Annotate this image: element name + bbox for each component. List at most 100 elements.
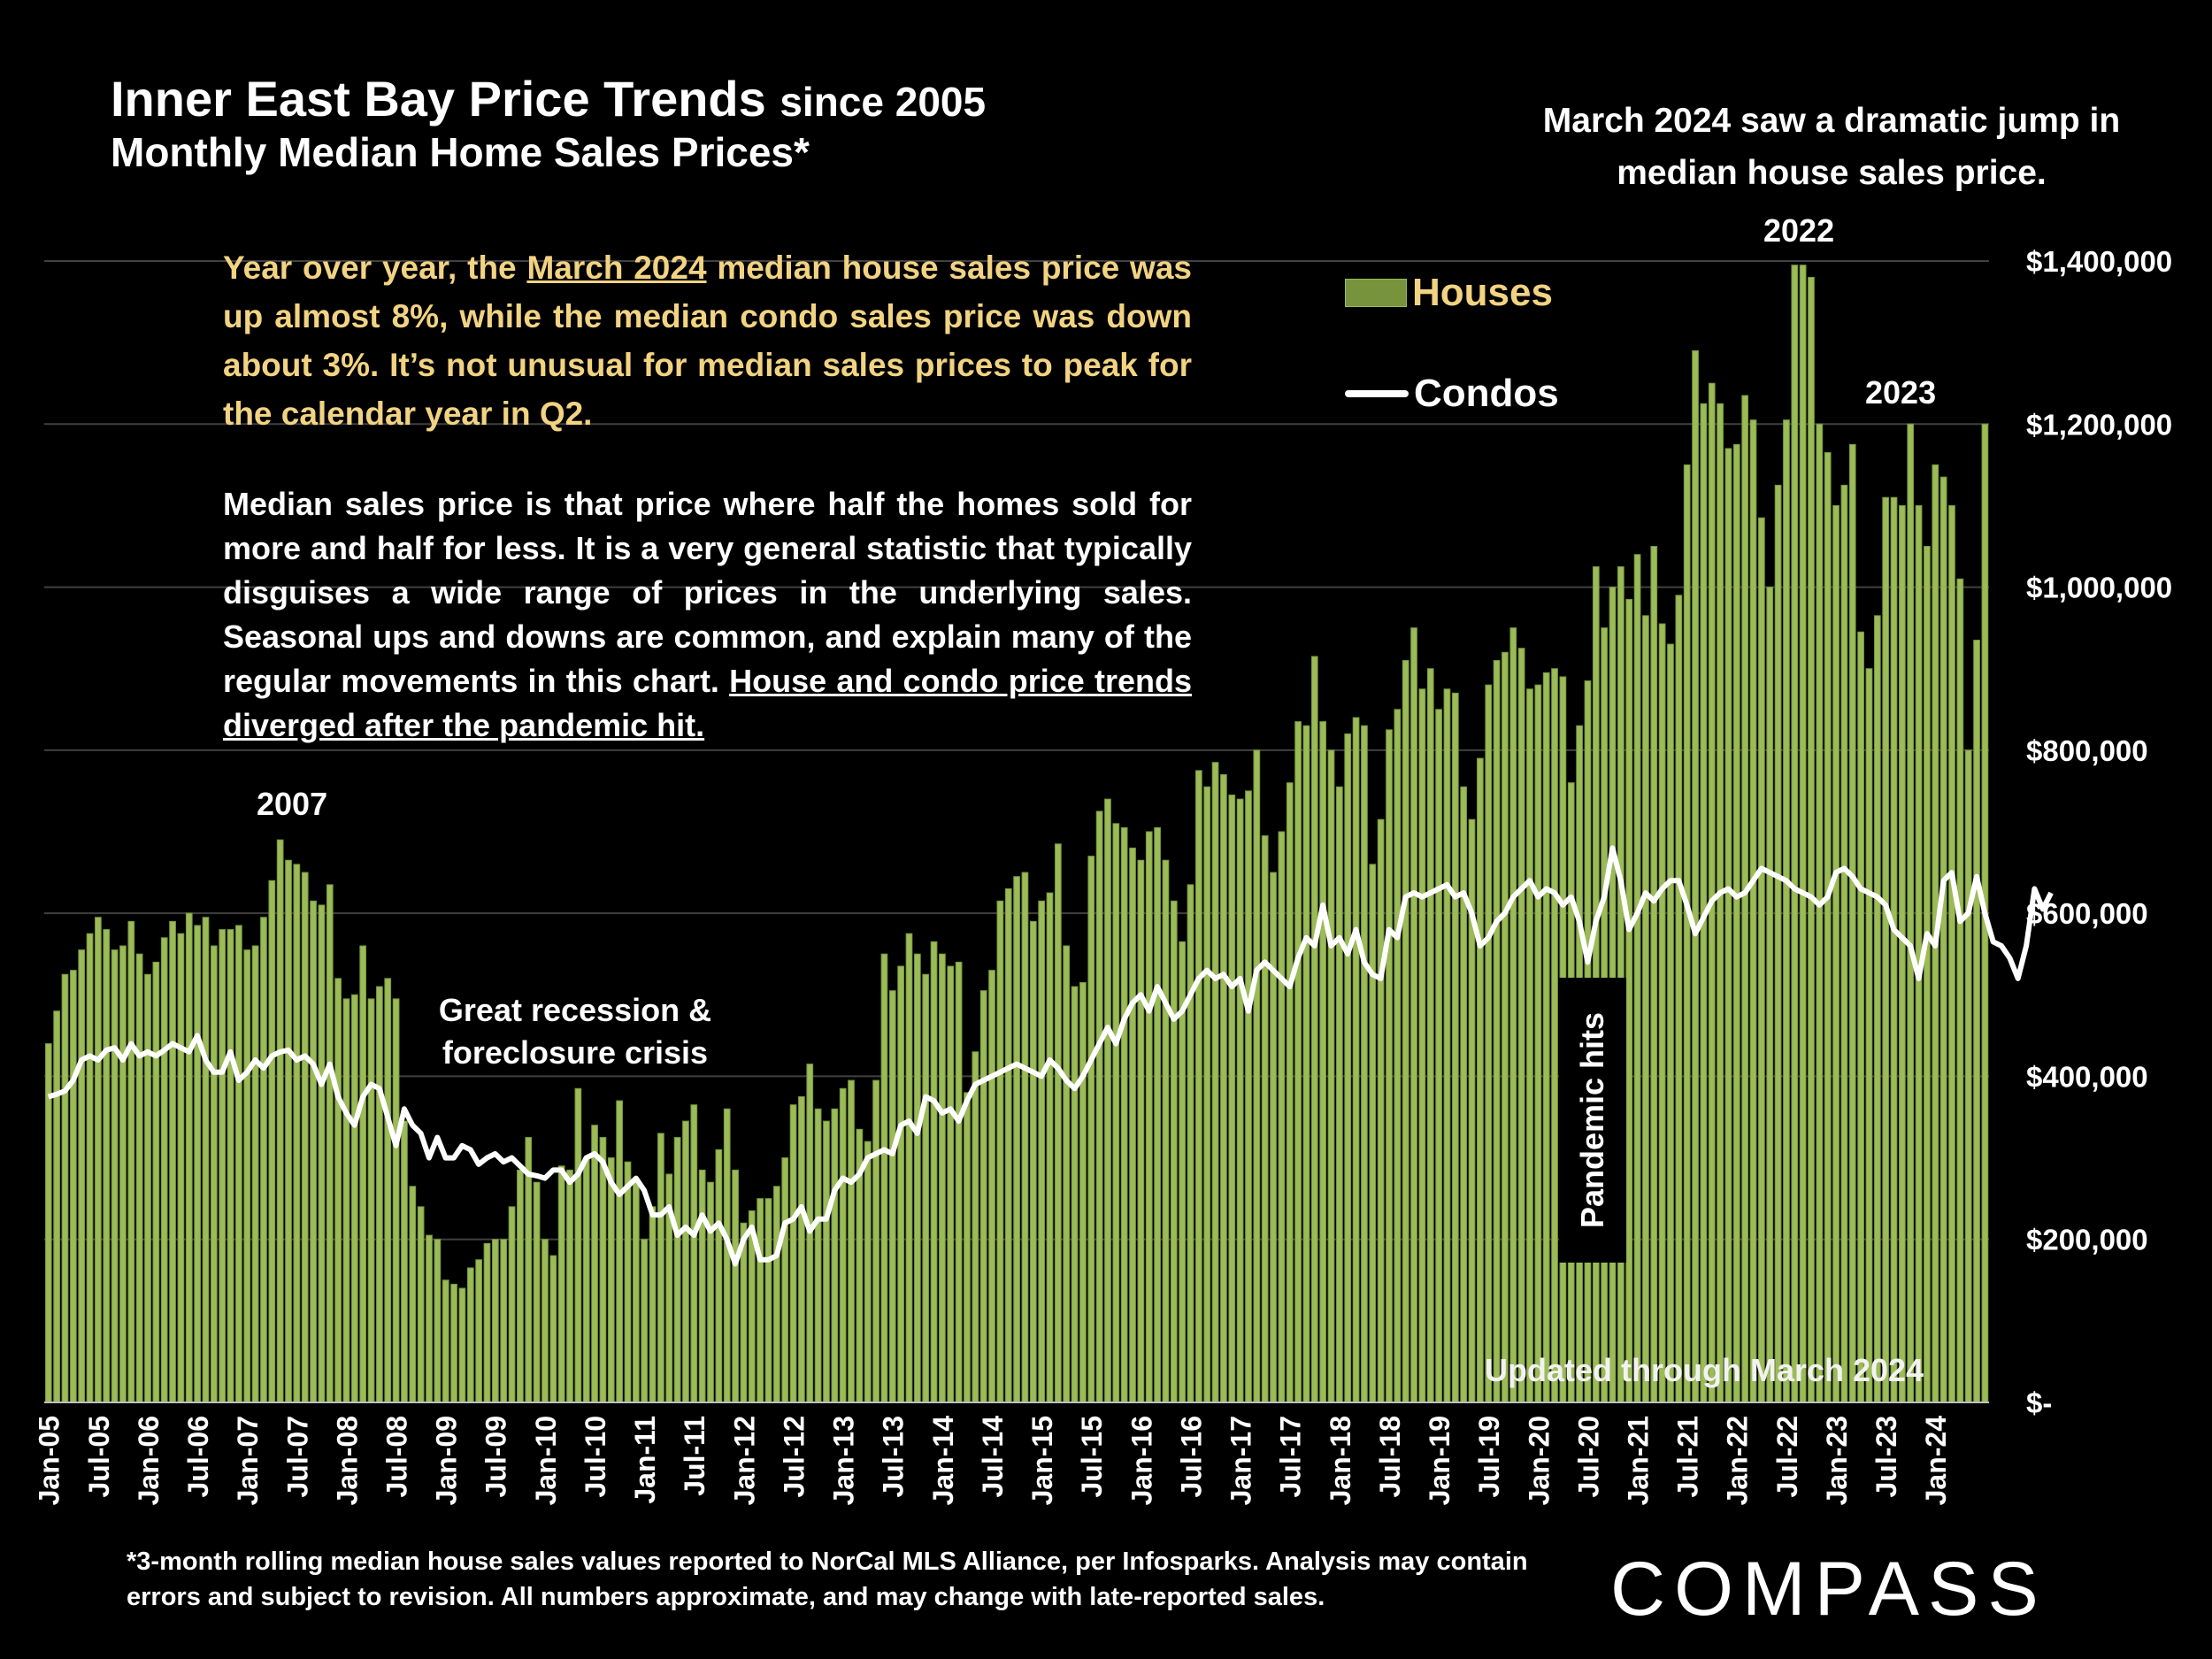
x-tick-label: Jan-23 [1821, 1416, 1853, 1505]
houses-bar [1120, 826, 1128, 1403]
houses-bar [897, 965, 905, 1403]
x-tick-label: Jan-13 [828, 1416, 860, 1505]
x-tick-label: Jan-20 [1523, 1416, 1555, 1505]
summary-link: March 2024 [526, 250, 707, 286]
houses-bar [1824, 452, 1832, 1403]
houses-bar [1054, 843, 1062, 1403]
y-tick-label: $200,000 [2026, 1224, 2148, 1256]
houses-bar [202, 917, 210, 1403]
houses-bar [392, 998, 400, 1403]
y-tick-label: $1,200,000 [2026, 408, 2172, 441]
houses-bar [384, 978, 392, 1403]
houses-bar [1294, 721, 1302, 1403]
houses-bar [823, 1120, 830, 1403]
houses-bar [880, 953, 888, 1403]
houses-bar [690, 1104, 698, 1403]
x-tick-label: Jan-12 [728, 1416, 760, 1505]
houses-bar [1873, 615, 1881, 1403]
houses-bar [268, 879, 276, 1403]
houses-bar [1203, 786, 1211, 1403]
houses-bar [1253, 749, 1261, 1403]
houses-bar [61, 973, 69, 1403]
houses-bar [334, 978, 342, 1403]
houses-bar [1220, 774, 1227, 1403]
houses-bar [772, 1186, 780, 1403]
houses-bar [715, 1148, 723, 1403]
houses-bar [1443, 688, 1451, 1403]
houses-bar [1542, 672, 1550, 1403]
houses-bar [144, 973, 151, 1403]
houses-bar [119, 945, 127, 1403]
updated-note: Updated through March 2024 [1485, 1352, 1924, 1388]
houses-bar [533, 1181, 541, 1403]
houses-bar [310, 900, 317, 1403]
houses-bar [127, 920, 135, 1403]
houses-bar [1162, 859, 1170, 1403]
houses-bar [1336, 786, 1343, 1403]
houses-bar [210, 945, 218, 1403]
explanation-underlined: House and condo price trends diverged af… [223, 663, 1192, 743]
houses-bar [1004, 888, 1012, 1403]
houses-bar [185, 912, 193, 1403]
x-tick-label: Jan-19 [1424, 1416, 1455, 1505]
houses-bar [789, 1104, 797, 1403]
houses-bar [1692, 349, 1699, 1403]
houses-bar [864, 1141, 872, 1403]
houses-bar [781, 1157, 789, 1403]
houses-bar [1675, 595, 1683, 1403]
houses-bar [1848, 443, 1856, 1403]
x-tick-label: Jul-11 [679, 1416, 710, 1496]
x-tick-label: Jul-20 [1572, 1416, 1604, 1497]
houses-bar [1170, 900, 1178, 1403]
legend-item-houses: Houses [1345, 265, 1559, 320]
houses-bar [1924, 546, 1931, 1403]
houses-bar [1327, 749, 1335, 1403]
houses-bar [764, 1198, 772, 1403]
houses-bar [1625, 598, 1633, 1403]
houses-bar [1369, 864, 1377, 1403]
houses-bar [913, 953, 921, 1403]
houses-bar [673, 1137, 681, 1403]
houses-bar [996, 900, 1004, 1403]
houses-bar [69, 970, 77, 1403]
houses-bar [483, 1242, 491, 1403]
houses-bar [1319, 721, 1327, 1403]
houses-bar [1402, 660, 1409, 1403]
pandemic-label-box: Pandemic hits [1559, 978, 1626, 1263]
x-tick-label: Jan-09 [431, 1416, 463, 1505]
x-tick-label: Jul-10 [580, 1416, 611, 1497]
houses-bar [450, 1283, 457, 1403]
houses-bar [616, 1100, 624, 1403]
houses-bar [169, 920, 176, 1403]
houses-bar [401, 1120, 408, 1403]
houses-bar [682, 1120, 689, 1403]
y-tick-label: $400,000 [2026, 1060, 2148, 1093]
x-tick-label: Jan-17 [1225, 1416, 1257, 1505]
x-tick-label: Jan-10 [530, 1416, 562, 1505]
houses-bar [367, 998, 375, 1403]
houses-bar [466, 1267, 474, 1403]
x-tick-label: Jan-18 [1325, 1416, 1356, 1505]
houses-bar [1816, 423, 1824, 1403]
houses-bar [194, 925, 201, 1403]
houses-bar [111, 949, 119, 1403]
houses-bar [848, 1079, 855, 1403]
houses-bar [888, 990, 896, 1403]
houses-bar [1137, 859, 1145, 1403]
houses-bar [1758, 517, 1765, 1403]
houses-bar [285, 859, 292, 1403]
houses-bar [409, 1186, 417, 1403]
houses-bar [53, 1010, 60, 1403]
houses-bar [1344, 733, 1352, 1403]
houses-bar [1964, 749, 1972, 1403]
houses-bar [1700, 403, 1708, 1403]
houses-bar [1394, 709, 1402, 1403]
houses-bar [649, 1206, 657, 1403]
houses-bar [732, 1169, 739, 1403]
houses-bar [152, 961, 160, 1403]
x-axis-labels: Jan-05 Jul-05 Jan-06 Jul-06 Jan-07 Jul-07 Jan-… [34, 1416, 1952, 1506]
houses-bar [798, 1095, 805, 1403]
houses-bar [814, 1108, 822, 1403]
x-tick-label: Jan-15 [1026, 1416, 1058, 1505]
houses-bar [723, 1108, 731, 1403]
